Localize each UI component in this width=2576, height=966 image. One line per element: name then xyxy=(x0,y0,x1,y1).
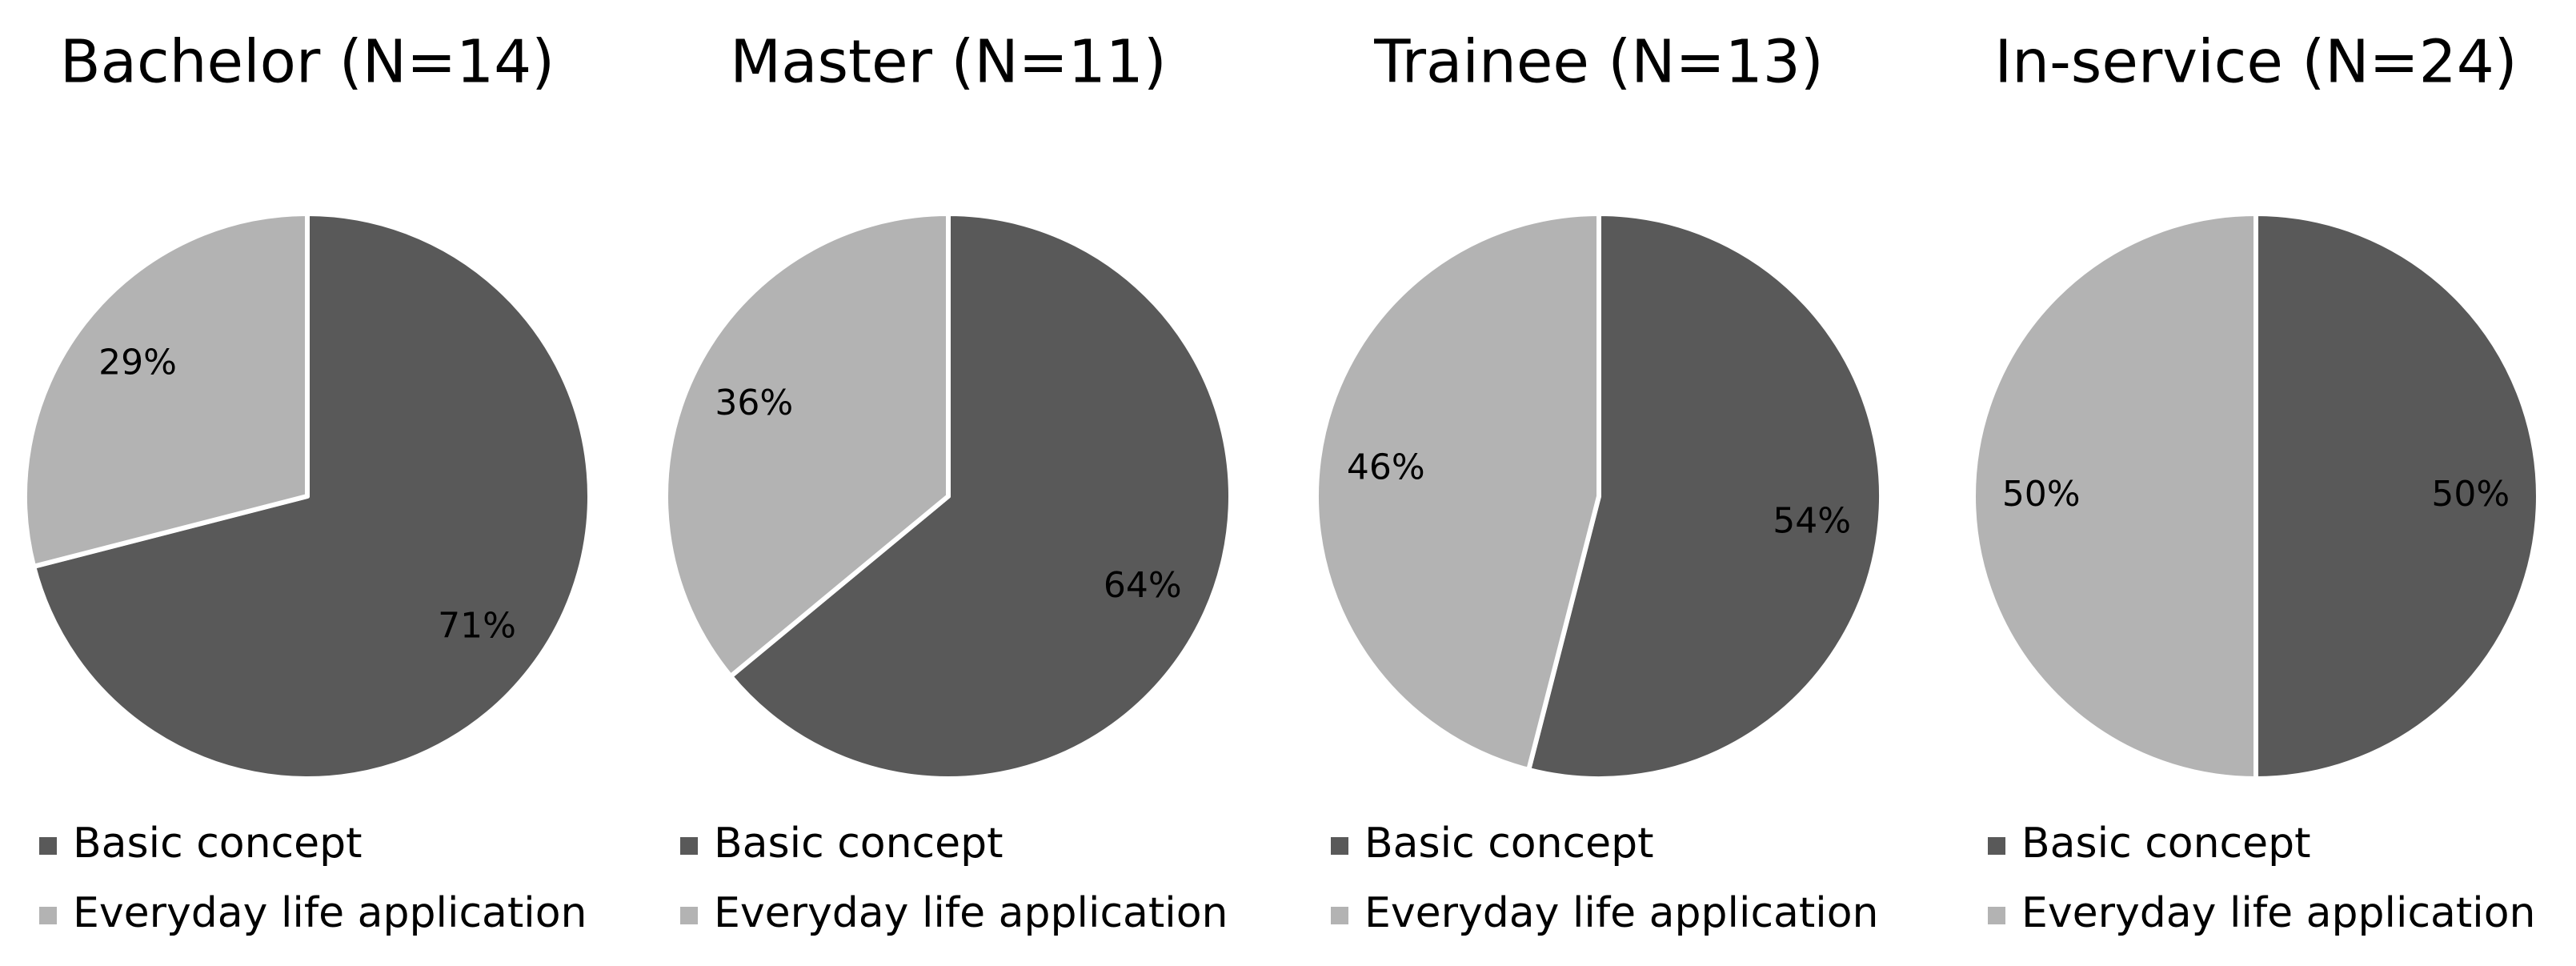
legend-label: Basic concept xyxy=(714,820,1004,868)
pie-slice xyxy=(1971,211,2258,781)
legend-label: Everyday life application xyxy=(73,889,587,937)
value-label: 50% xyxy=(2431,474,2510,515)
legend-label: Basic concept xyxy=(2021,820,2311,868)
legend-swatch xyxy=(680,907,698,924)
pie-slice xyxy=(663,211,951,679)
chart-title: In-service (N=24) xyxy=(1994,28,2517,97)
chart-title: Trainee (N=13) xyxy=(1373,28,1823,97)
pie-slice xyxy=(1526,211,1884,781)
legend-swatch xyxy=(1331,837,1348,855)
value-label: 50% xyxy=(2002,474,2081,515)
chart-title: Bachelor (N=14) xyxy=(60,28,555,97)
legend-label: Everyday life application xyxy=(2021,889,2536,937)
legend-label: Basic concept xyxy=(1364,820,1654,868)
legend-swatch xyxy=(39,907,57,924)
legend-label: Everyday life application xyxy=(714,889,1228,937)
legend-swatch xyxy=(1988,907,2005,924)
legend-swatch xyxy=(680,837,698,855)
pie-slice xyxy=(22,211,310,569)
chart-title: Master (N=11) xyxy=(730,28,1167,97)
pie-slice xyxy=(728,211,1233,781)
value-label: 64% xyxy=(1104,565,1182,606)
legend-label: Everyday life application xyxy=(1364,889,1879,937)
value-label: 29% xyxy=(98,343,177,383)
pie-slice xyxy=(1314,211,1601,772)
value-label: 71% xyxy=(438,605,516,646)
legend-swatch xyxy=(39,837,57,855)
value-label: 54% xyxy=(1773,501,1851,542)
legend-swatch xyxy=(1331,907,1348,924)
value-label: 36% xyxy=(715,383,793,423)
legend-label: Basic concept xyxy=(73,820,363,868)
pie-slice xyxy=(31,211,592,781)
value-label: 46% xyxy=(1347,447,1425,487)
pie-slice xyxy=(2253,211,2541,781)
legend-swatch xyxy=(1988,837,2005,855)
